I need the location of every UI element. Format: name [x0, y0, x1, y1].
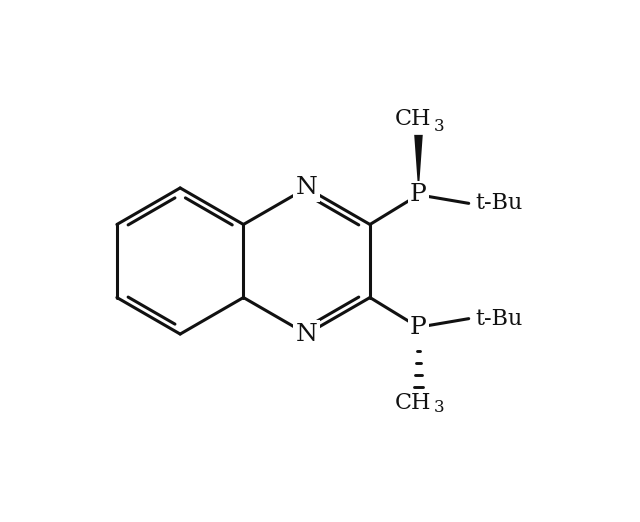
- Text: 3: 3: [433, 118, 444, 135]
- Text: 3: 3: [433, 399, 444, 416]
- Text: N: N: [296, 176, 317, 199]
- Text: t-Bu: t-Bu: [476, 307, 523, 330]
- Text: P: P: [410, 183, 427, 206]
- Text: P: P: [410, 316, 427, 339]
- Text: CH: CH: [394, 392, 431, 414]
- Text: N: N: [296, 323, 317, 346]
- Text: CH: CH: [394, 108, 431, 130]
- Text: t-Bu: t-Bu: [476, 192, 523, 215]
- Polygon shape: [414, 135, 423, 195]
